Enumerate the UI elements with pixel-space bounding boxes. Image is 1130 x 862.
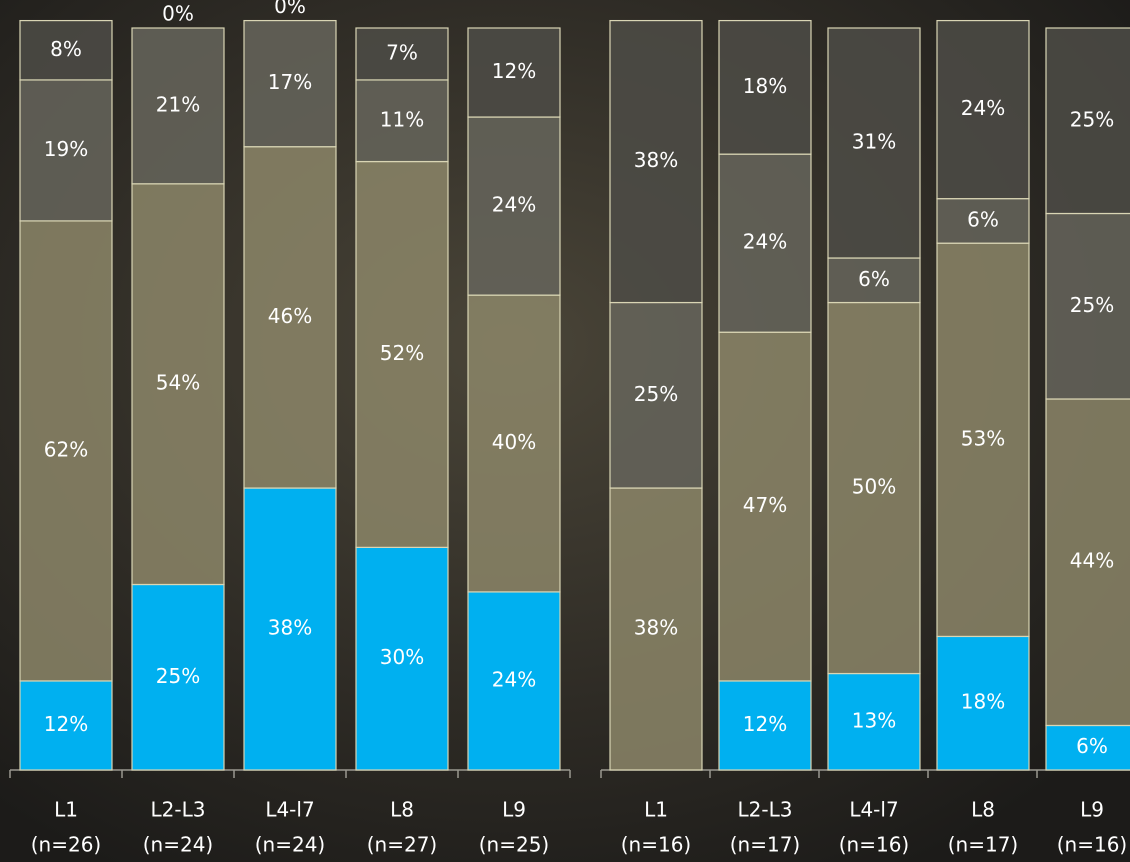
bar-segment [467,294,561,593]
value-label: 38% [634,148,678,172]
bar-segment [936,635,1030,771]
value-label: 25% [634,382,678,406]
bar-segment [243,146,337,489]
bar-segment [19,19,113,81]
bar-segment [827,672,921,771]
value-label: 6% [1076,734,1108,758]
bar-segment [718,153,812,333]
x-tick-sublabel: (n=16) [621,833,692,857]
value-label: 38% [268,616,312,640]
value-label: 21% [156,92,200,116]
x-tick-label: L8 [971,798,995,822]
value-label: 13% [852,708,896,732]
value-label: 24% [492,193,536,217]
value-label: 54% [156,371,200,395]
value-label: 0% [274,0,306,18]
value-label: 38% [634,616,678,640]
value-label: 40% [492,430,536,454]
x-tick-sublabel: (n=16) [839,833,910,857]
value-label: 17% [268,70,312,94]
x-tick-sublabel: (n=26) [31,833,102,857]
value-label: 24% [492,667,536,691]
bar-segment [718,331,812,682]
bar-segment [827,301,921,675]
bar-segment [467,116,561,296]
bar-segment [355,27,449,81]
value-label: 25% [156,664,200,688]
x-tick-sublabel: (n=27) [367,833,438,857]
x-tick-label: L4-l7 [265,798,314,822]
value-label: 18% [743,74,787,98]
value-label: 52% [380,341,424,365]
bar-segment [243,487,337,771]
bar-segment [1045,398,1130,727]
bar-segment [1045,212,1130,400]
bar-segment [936,242,1030,638]
value-label: 7% [386,40,418,64]
bar-segment [936,198,1030,244]
value-label: 18% [961,690,1005,714]
value-label: 12% [743,712,787,736]
bar-segment [19,79,113,222]
value-label: 30% [380,645,424,669]
bar-segment [718,19,812,155]
bar-segment [609,487,703,771]
value-label: 47% [743,493,787,517]
bar-segment [936,19,1030,200]
bar-segment [355,160,449,548]
value-label: 8% [50,37,82,61]
bar-segment [131,27,225,185]
bar-segment [131,183,225,586]
x-tick-label: L1 [54,798,78,822]
bar-segment [131,583,225,771]
bar-segment [243,19,337,148]
bar-segment [827,257,921,304]
x-tick-sublabel: (n=25) [479,833,550,857]
x-tick-sublabel: (n=24) [143,833,214,857]
value-label: 24% [961,96,1005,120]
x-tick-label: L9 [1080,798,1104,822]
value-label: 0% [162,2,194,26]
value-label: 44% [1070,549,1114,573]
x-tick-sublabel: (n=16) [1057,833,1128,857]
bar-segment [355,546,449,771]
value-label: 19% [44,137,88,161]
bar-segment [827,27,921,259]
x-tick-sublabel: (n=17) [948,833,1019,857]
x-tick-sublabel: (n=17) [730,833,801,857]
value-label: 12% [492,59,536,83]
x-tick-label: L4-l7 [849,798,898,822]
value-label: 50% [852,475,896,499]
value-label: 6% [858,267,890,291]
value-label: 12% [44,712,88,736]
value-label: 25% [1070,293,1114,317]
value-label: 31% [852,130,896,154]
bar-segment [609,19,703,304]
bar-segment [718,680,812,771]
bar-segment [467,591,561,771]
x-tick-label: L2-L3 [151,798,206,822]
x-tick-label: L1 [644,798,668,822]
bar-segment [19,220,113,682]
plots: 12% 62% 19% 8% L1 (n=26) 25% 54% 21% 0% L2-L3 (n=24… [9,0,1130,857]
value-label: 24% [743,230,787,254]
bar-segment [1045,27,1130,215]
bar-segment [467,27,561,118]
value-label: 11% [380,107,424,131]
x-tick-label: L8 [390,798,414,822]
value-label: 53% [961,426,1005,450]
value-label: 62% [44,437,88,461]
x-tick-label: L2-L3 [738,798,793,822]
x-tick-sublabel: (n=24) [255,833,326,857]
value-label: 25% [1070,107,1114,131]
value-label: 6% [967,207,999,231]
x-tick-label: L9 [502,798,526,822]
value-label: 46% [268,304,312,328]
